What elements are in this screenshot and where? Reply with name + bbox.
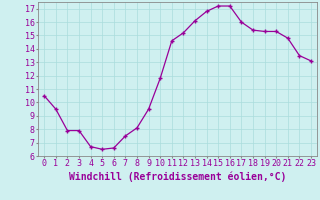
X-axis label: Windchill (Refroidissement éolien,°C): Windchill (Refroidissement éolien,°C) (69, 171, 286, 182)
